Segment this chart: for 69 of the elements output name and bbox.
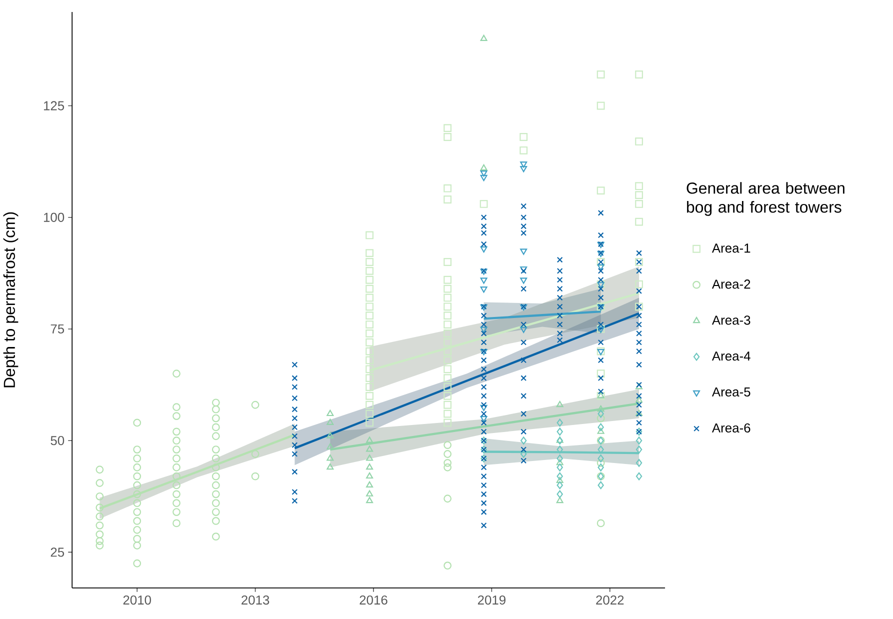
point — [556, 490, 563, 498]
point — [480, 278, 488, 284]
point — [480, 170, 488, 177]
y-tick-label: 125 — [44, 101, 64, 110]
point — [326, 410, 334, 416]
legend-label: Area-6 — [712, 423, 750, 433]
point — [480, 174, 488, 182]
legend-label: Area-4 — [712, 352, 750, 361]
legend-label: Area-5 — [712, 388, 750, 397]
point — [326, 418, 334, 426]
point — [366, 481, 374, 488]
point — [556, 400, 564, 408]
point — [556, 458, 564, 466]
point — [366, 496, 374, 504]
point — [480, 326, 488, 333]
point — [597, 405, 604, 412]
y-tick-label: 75 — [50, 324, 64, 334]
y-tick-label: 50 — [50, 436, 64, 446]
point — [480, 404, 488, 412]
point — [520, 326, 528, 333]
legend-label: Area-3 — [712, 316, 750, 325]
point — [520, 436, 527, 445]
x-tick-label: 2013 — [242, 595, 270, 605]
point — [556, 418, 563, 427]
point — [366, 446, 374, 452]
point — [520, 162, 528, 168]
x-tick-label: 2019 — [478, 595, 506, 605]
point — [366, 436, 374, 443]
point — [480, 286, 488, 293]
point — [556, 496, 564, 504]
point — [366, 463, 374, 470]
legend-title: General area between bog and forest towers — [686, 182, 844, 216]
point — [520, 278, 528, 284]
point — [598, 446, 604, 454]
point — [326, 432, 334, 438]
y-axis-title: Depth to permafrost (cm) — [3, 212, 18, 388]
point — [366, 454, 374, 461]
legend-label: Area-2 — [712, 280, 750, 289]
y-tick-label: 25 — [50, 548, 64, 557]
point — [520, 450, 527, 458]
point — [326, 454, 334, 461]
point — [520, 248, 528, 255]
point — [366, 490, 374, 496]
point — [556, 481, 563, 490]
point — [556, 446, 563, 454]
point — [556, 476, 564, 484]
x-tick-label: 2022 — [596, 595, 624, 605]
point — [636, 472, 642, 480]
point — [366, 472, 374, 479]
y-tick-label: 100 — [44, 212, 64, 222]
point — [597, 428, 604, 434]
point — [556, 428, 563, 436]
point — [480, 416, 488, 422]
point — [520, 166, 528, 172]
legend-label: Area-1 — [712, 244, 750, 253]
point — [636, 396, 643, 403]
point — [556, 454, 563, 462]
point — [636, 458, 642, 467]
point — [598, 423, 604, 432]
point — [556, 472, 563, 480]
point — [636, 446, 642, 454]
point — [636, 436, 642, 445]
point — [480, 246, 488, 253]
x-tick-label: 2016 — [360, 595, 388, 605]
point — [598, 481, 604, 490]
x-tick-label: 2010 — [123, 595, 152, 605]
point — [326, 463, 334, 470]
point — [326, 443, 334, 450]
point — [556, 463, 563, 472]
